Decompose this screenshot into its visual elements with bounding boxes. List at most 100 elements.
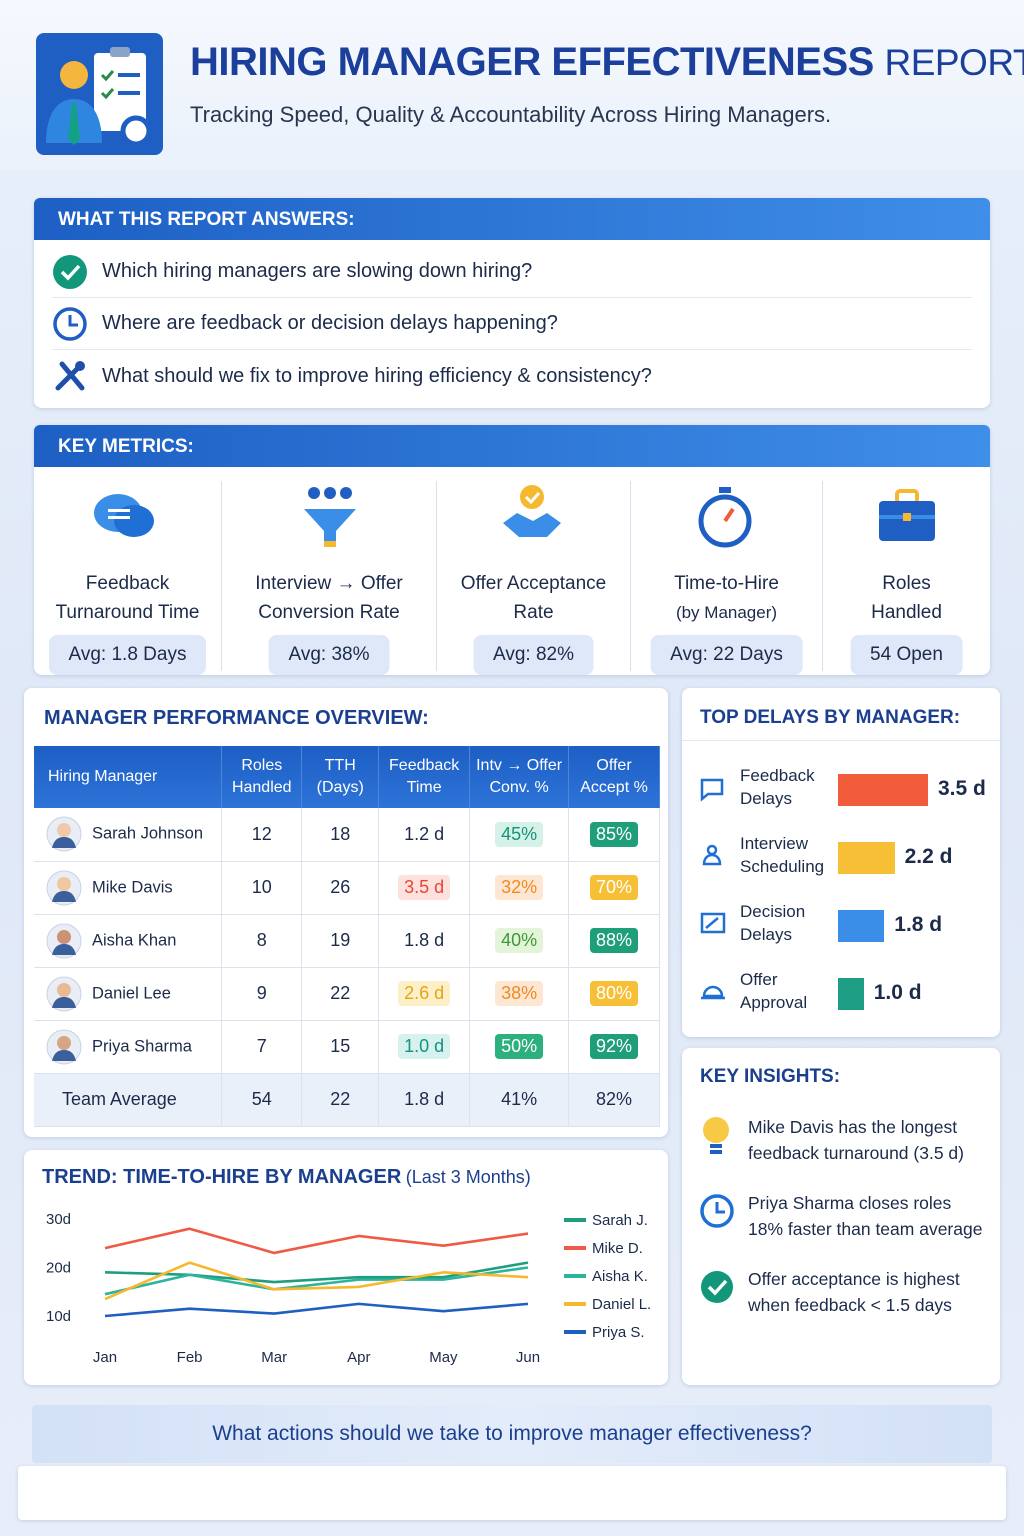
bar bbox=[838, 910, 885, 942]
cell: 32% bbox=[469, 861, 570, 915]
cell: 1.2 d bbox=[378, 808, 471, 862]
cell-value: 40% bbox=[495, 928, 544, 953]
cell: 1.0 d bbox=[378, 1020, 471, 1074]
insight-text: Offer acceptance is highest when feedbac… bbox=[748, 1269, 960, 1315]
avatar bbox=[46, 1029, 82, 1064]
legend-label: Sarah J. bbox=[592, 1212, 648, 1229]
table-row: Aisha Khan 8 19 1.8 d 40% 88% bbox=[34, 914, 660, 968]
cell: 40% bbox=[469, 914, 570, 968]
question-row: Where are feedback or decision delays ha… bbox=[52, 298, 972, 350]
cell: 38% bbox=[469, 967, 570, 1021]
metric-card: Feedback Turnaround Time Avg: 1.8 Days bbox=[34, 481, 222, 675]
cell-value: 92% bbox=[590, 1034, 639, 1059]
chart-subtitle: (Last 3 Months) bbox=[405, 1167, 531, 1187]
manager-cell: Priya Sharma bbox=[34, 1020, 223, 1074]
question-text: What should we fix to improve hiring eff… bbox=[102, 364, 652, 387]
stopwatch-icon bbox=[698, 487, 752, 548]
cell: 80% bbox=[568, 967, 660, 1021]
clock-icon bbox=[700, 1194, 734, 1228]
series-line bbox=[104, 1266, 529, 1296]
column-header: Hiring Manager bbox=[34, 746, 223, 808]
icon-shape bbox=[700, 778, 724, 802]
bulb-icon bbox=[703, 1117, 729, 1154]
cell-value: 9 bbox=[256, 983, 267, 1003]
category-icon bbox=[701, 985, 725, 1000]
series-line bbox=[104, 1261, 529, 1284]
category-label: Feedback Delays bbox=[740, 766, 815, 808]
cell-value: 45% bbox=[495, 821, 544, 847]
category-label: Interview Scheduling bbox=[740, 834, 825, 876]
table-panel: MANAGER PERFORMANCE OVERVIEW: Hiring Man… bbox=[24, 688, 668, 1137]
column-header: Intv → Offer Conv. % bbox=[469, 746, 570, 808]
header: HIRING MANAGER EFFECTIVENESS REPORT Trac… bbox=[0, 0, 1024, 170]
legend-label: Priya S. bbox=[592, 1324, 645, 1341]
cell: 2.6 d bbox=[378, 967, 471, 1021]
category-label: Decision Delays bbox=[740, 902, 806, 944]
x-tick-label: Apr bbox=[347, 1349, 370, 1366]
metric-label: Feedback Turnaround Time bbox=[55, 573, 200, 623]
cell: 50% bbox=[469, 1020, 570, 1074]
metric-note: (by Manager) bbox=[675, 603, 778, 622]
trend-panel: TREND: TIME-TO-HIRE BY MANAGER (Last 3 M… bbox=[24, 1150, 668, 1385]
cell-value: 18 bbox=[330, 823, 351, 844]
footer-cell: 54 bbox=[221, 1073, 303, 1127]
manager-name: Sarah Johnson bbox=[92, 824, 203, 843]
questions-panel: WHAT THIS REPORT ANSWERS: Which hiring m… bbox=[34, 198, 990, 408]
avatar bbox=[46, 870, 82, 905]
chat-icon bbox=[94, 494, 154, 537]
y-tick-label: 10d bbox=[46, 1308, 71, 1325]
avatar bbox=[46, 976, 82, 1011]
x-tick-label: May bbox=[429, 1349, 458, 1366]
avatar-body bbox=[52, 996, 76, 1008]
manager-name: Daniel Lee bbox=[92, 983, 171, 1002]
category-label: Offer Approval bbox=[740, 970, 808, 1012]
cell-value: 88% bbox=[590, 928, 639, 953]
cell: 10 bbox=[221, 861, 303, 915]
subtitle: Tracking Speed, Quality & Accountability… bbox=[190, 102, 832, 127]
value-label: 2.2 d bbox=[904, 845, 953, 868]
title: HIRING MANAGER EFFECTIVENESS REPORT bbox=[190, 40, 1024, 85]
cell-value: 1.8 d bbox=[404, 930, 445, 950]
cell-value: 3.5 d bbox=[398, 875, 451, 900]
table-title: MANAGER PERFORMANCE OVERVIEW: bbox=[44, 707, 429, 729]
metric-value: Avg: 82% bbox=[473, 635, 594, 675]
manager-cell: Sarah Johnson bbox=[34, 808, 223, 862]
cell-value: 32% bbox=[495, 875, 544, 900]
footer-cell: 22 bbox=[301, 1073, 380, 1127]
cell: 45% bbox=[469, 808, 570, 862]
cell-value: 1.2 d bbox=[404, 823, 445, 844]
column-header: TTH (Days) bbox=[301, 746, 380, 808]
category-icon bbox=[700, 778, 724, 802]
insight-text: Priya Sharma closes roles 18% faster tha… bbox=[748, 1193, 983, 1239]
category-icon bbox=[700, 912, 726, 934]
icon-shape bbox=[701, 985, 725, 1000]
footer-question: What actions should we take to improve m… bbox=[32, 1405, 992, 1463]
chart-title: TOP DELAYS BY MANAGER: bbox=[700, 707, 961, 728]
cell: 88% bbox=[568, 914, 660, 968]
handshake-icon bbox=[503, 485, 561, 537]
insight-text: Mike Davis has the longest feedback turn… bbox=[748, 1117, 964, 1163]
bar bbox=[838, 774, 928, 806]
manager-name: Mike Davis bbox=[92, 877, 173, 896]
icon-shape bbox=[700, 912, 726, 934]
column-header: Roles Handled bbox=[221, 746, 303, 808]
metric-value: Avg: 22 Days bbox=[650, 635, 803, 675]
performance-table: Hiring Manager Roles Handled TTH (Days) Fee… bbox=[34, 746, 660, 1127]
header-icon bbox=[36, 33, 163, 155]
avatar-head bbox=[57, 929, 71, 944]
funnel-icon bbox=[304, 487, 356, 547]
x-tick-label: Jun bbox=[516, 1349, 540, 1366]
avatar-head bbox=[57, 1035, 71, 1050]
value-label: 1.8 d bbox=[894, 913, 943, 936]
manager-cell: Aisha Khan bbox=[34, 914, 223, 968]
metric-card: Time-to-Hire (by Manager) Avg: 22 Days bbox=[631, 481, 823, 675]
cell-value: 80% bbox=[590, 981, 639, 1006]
cell: 70% bbox=[568, 861, 660, 915]
x-tick-label: Jan bbox=[93, 1349, 117, 1366]
cell-value: 7 bbox=[256, 1036, 267, 1056]
metric-value: 54 Open bbox=[850, 635, 963, 675]
questions-heading: WHAT THIS REPORT ANSWERS: bbox=[58, 209, 355, 230]
avatar-head bbox=[57, 982, 71, 997]
cell-value: 1.0 d bbox=[398, 1034, 451, 1059]
trend-title: TREND: TIME-TO-HIRE BY MANAGER (Last 3 M… bbox=[42, 1166, 531, 1189]
